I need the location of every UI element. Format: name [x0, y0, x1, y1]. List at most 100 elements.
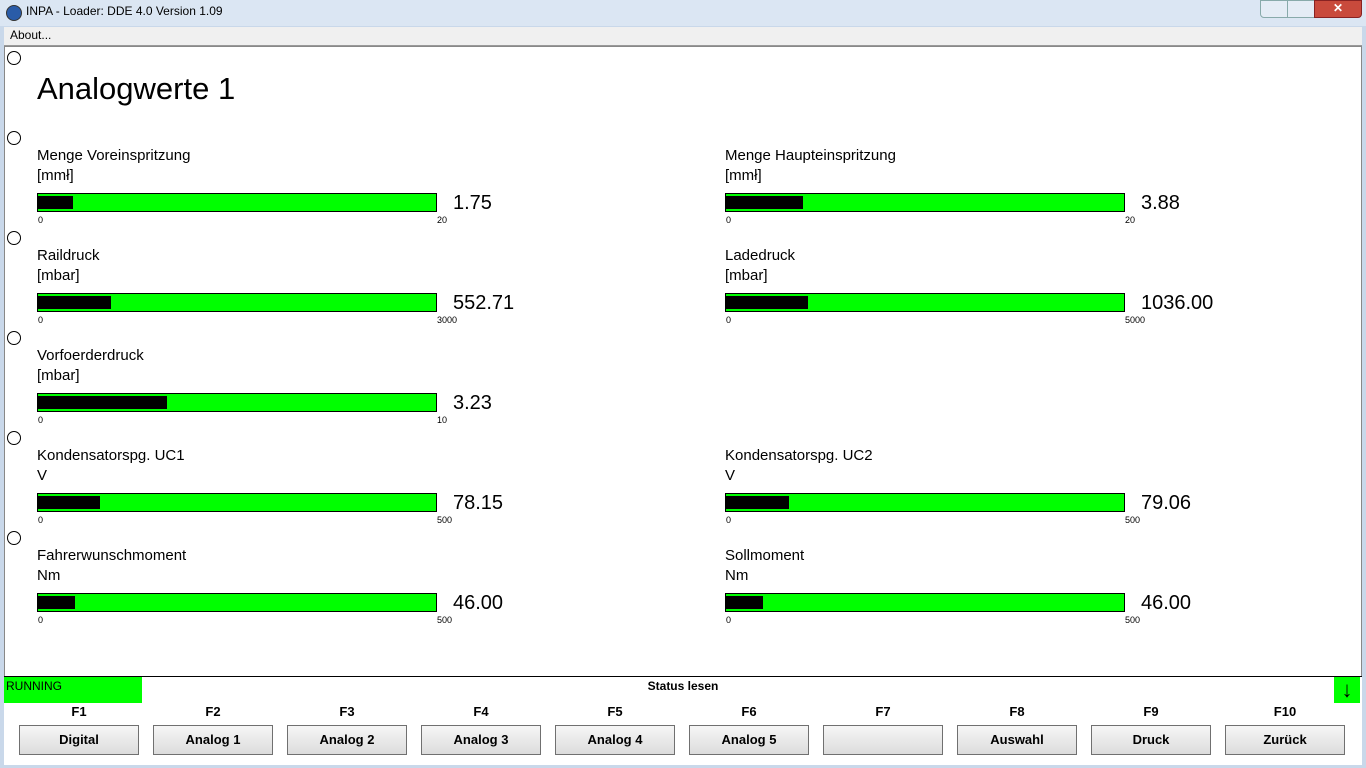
- minimize-button[interactable]: [1260, 0, 1288, 18]
- gauge-value: 1.75: [453, 192, 492, 214]
- gauge-value: 46.00: [453, 592, 504, 614]
- gauge-unit: [mbar]: [37, 267, 80, 284]
- row-marker[interactable]: [7, 231, 21, 245]
- gauge-min: 0: [726, 515, 732, 525]
- gauge-min: 0: [726, 615, 732, 625]
- state-indicator: RUNNING: [4, 677, 142, 703]
- gauge-bar: [37, 293, 437, 312]
- gauge-max: 500: [437, 515, 453, 525]
- gauge-min: 0: [38, 215, 44, 225]
- gauge-fill: [726, 496, 789, 509]
- gauge-value: 79.06: [1141, 492, 1192, 514]
- gauge-value: 46.00: [1141, 592, 1192, 614]
- row-marker[interactable]: [7, 51, 21, 65]
- window-title: INPA - Loader: DDE 4.0 Version 1.09: [26, 4, 223, 18]
- gauge-min: 0: [38, 615, 44, 625]
- menu-item[interactable]: About...: [10, 28, 52, 42]
- gauge-name: Raildruck: [37, 247, 100, 264]
- gauge-value: 552.71: [453, 292, 515, 314]
- gauge-fill: [38, 396, 167, 409]
- gauge-max: 3000: [437, 315, 458, 325]
- gauge-fill: [726, 296, 809, 309]
- gauge-min: 0: [38, 315, 44, 325]
- gauge-max: 500: [1125, 515, 1141, 525]
- gauge-fill: [38, 496, 101, 509]
- function-button[interactable]: Auswahl: [957, 725, 1077, 755]
- gauge-value: 78.15: [453, 492, 504, 514]
- function-button[interactable]: Analog 2: [287, 725, 407, 755]
- gauge-unit: [mmł]: [37, 167, 74, 184]
- gauge-value: 3.23: [453, 392, 492, 414]
- function-key: F6: [741, 704, 757, 719]
- status-text: Status lesen: [647, 679, 719, 693]
- gauge-unit: Nm: [37, 567, 61, 584]
- function-button[interactable]: Analog 3: [421, 725, 541, 755]
- gauge-value: 1036.00: [1141, 292, 1214, 314]
- gauge-max: 500: [1125, 615, 1141, 625]
- function-key: F8: [1009, 704, 1025, 719]
- gauge-min: 0: [726, 315, 732, 325]
- gauge-unit: [mmł]: [725, 167, 762, 184]
- gauge-bar: [725, 293, 1125, 312]
- gauge-bar: [37, 393, 437, 412]
- gauge-min: 0: [38, 415, 44, 425]
- maximize-button[interactable]: [1287, 0, 1315, 18]
- function-button[interactable]: Analog 1: [153, 725, 273, 755]
- function-key: F4: [473, 704, 489, 719]
- gauge-bar: [37, 593, 437, 612]
- screen-title: Analogwerte 1: [37, 71, 236, 106]
- close-button[interactable]: ✕: [1314, 0, 1362, 18]
- gauge-name: Sollmoment: [725, 547, 805, 564]
- gauge-name: Ladedruck: [725, 247, 796, 264]
- row-marker[interactable]: [7, 531, 21, 545]
- gauge-min: 0: [38, 515, 44, 525]
- function-button[interactable]: [823, 725, 943, 755]
- gauge-bar: [725, 493, 1125, 512]
- function-key: F1: [71, 704, 87, 719]
- gauge-max: 20: [437, 215, 448, 225]
- gauge-bar: [725, 593, 1125, 612]
- app-icon: [6, 5, 22, 21]
- function-key: F10: [1273, 704, 1297, 719]
- function-button[interactable]: Digital: [19, 725, 139, 755]
- gauge-fill: [38, 596, 75, 609]
- status-panel: RUNNING Status lesen ↓ F1 Digital F2 Analog…: [4, 676, 1362, 765]
- gauge-max: 20: [1125, 215, 1136, 225]
- gauge-min: 0: [726, 215, 732, 225]
- content-area: Analogwerte 1 Menge Voreinspritzung [mmł]…: [4, 46, 1362, 677]
- gauge-value: 3.88: [1141, 192, 1180, 214]
- function-key: F7: [875, 704, 891, 719]
- gauge-fill: [726, 596, 763, 609]
- gauge-bar: [37, 193, 437, 212]
- title-bar: INPA - Loader: DDE 4.0 Version 1.09 ✕: [0, 0, 1366, 26]
- gauge-fill: [726, 196, 804, 209]
- gauge-unit: V: [725, 467, 736, 484]
- function-key: F3: [339, 704, 355, 719]
- gauge-fill: [38, 296, 112, 309]
- gauge-name: Vorfoerderdruck: [37, 347, 144, 364]
- gauge-unit: [mbar]: [37, 367, 80, 384]
- gauge-max: 5000: [1125, 315, 1146, 325]
- gauge-name: Kondensatorspg. UC2: [725, 447, 873, 464]
- function-button[interactable]: Analog 5: [689, 725, 809, 755]
- function-button[interactable]: Analog 4: [555, 725, 675, 755]
- row-marker[interactable]: [7, 131, 21, 145]
- gauge-max: 10: [437, 415, 448, 425]
- gauge-unit: [mbar]: [725, 267, 768, 284]
- scroll-arrow[interactable]: ↓: [1334, 677, 1360, 703]
- gauge-name: Fahrerwunschmoment: [37, 547, 187, 564]
- function-key: F5: [607, 704, 623, 719]
- gauge-name: Kondensatorspg. UC1: [37, 447, 185, 464]
- function-button[interactable]: Druck: [1091, 725, 1211, 755]
- gauge-unit: V: [37, 467, 48, 484]
- gauge-max: 500: [437, 615, 453, 625]
- row-marker[interactable]: [7, 431, 21, 445]
- gauge-unit: Nm: [725, 567, 749, 584]
- function-button[interactable]: Zurück: [1225, 725, 1345, 755]
- gauge-bar: [37, 493, 437, 512]
- row-marker[interactable]: [7, 331, 21, 345]
- gauge-name: Menge Haupteinspritzung: [725, 147, 896, 164]
- menu-bar: About...: [4, 27, 1362, 46]
- gauge-name: Menge Voreinspritzung: [37, 147, 191, 164]
